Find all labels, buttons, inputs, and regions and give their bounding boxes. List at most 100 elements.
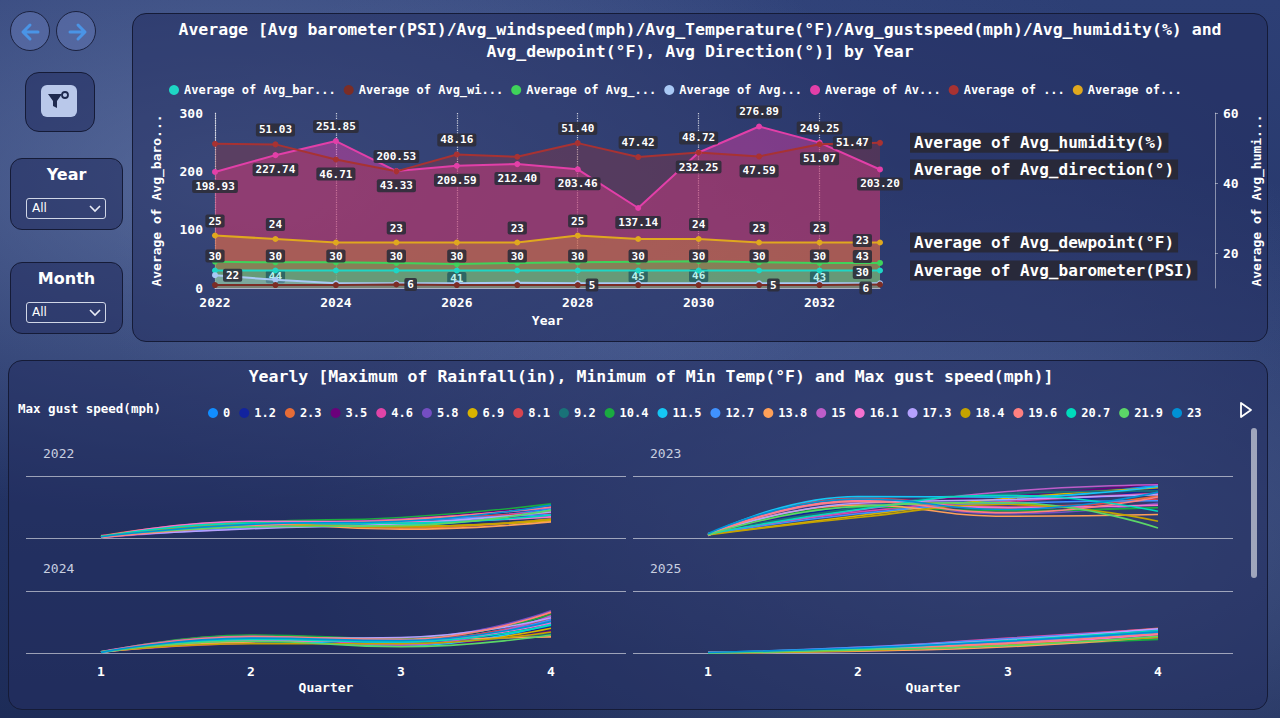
- svg-text:23: 23: [752, 222, 765, 235]
- svg-text:Quarter: Quarter: [906, 680, 961, 695]
- svg-text:1.2: 1.2: [254, 406, 276, 420]
- svg-text:212.40: 212.40: [497, 172, 537, 185]
- svg-text:100: 100: [180, 222, 204, 237]
- svg-text:43.33: 43.33: [380, 179, 413, 192]
- svg-text:Average of Avg_wi...: Average of Avg_wi...: [359, 83, 504, 98]
- svg-text:2030: 2030: [683, 295, 714, 310]
- svg-text:2024: 2024: [43, 561, 74, 576]
- svg-text:Year: Year: [532, 313, 563, 328]
- svg-text:200: 200: [180, 164, 204, 179]
- svg-text:249.25: 249.25: [800, 122, 840, 135]
- svg-text:2024: 2024: [320, 295, 351, 310]
- svg-text:10.4: 10.4: [620, 406, 649, 420]
- svg-text:Average of Avg_direction(°): Average of Avg_direction(°): [914, 160, 1174, 179]
- svg-text:11.5: 11.5: [673, 406, 702, 420]
- svg-text:30: 30: [208, 250, 221, 263]
- svg-text:51.47: 51.47: [836, 136, 869, 149]
- svg-text:51.40: 51.40: [561, 122, 594, 135]
- svg-text:Average of Avg_...: Average of Avg_...: [526, 83, 656, 98]
- svg-text:21.9: 21.9: [1134, 406, 1163, 420]
- svg-text:30: 30: [692, 250, 705, 263]
- svg-text:23: 23: [390, 222, 403, 235]
- svg-text:18.4: 18.4: [975, 406, 1004, 420]
- svg-text:4: 4: [547, 664, 555, 679]
- svg-text:51.03: 51.03: [259, 123, 292, 136]
- svg-text:137.14: 137.14: [618, 216, 658, 229]
- svg-text:2.3: 2.3: [300, 406, 322, 420]
- svg-text:203.46: 203.46: [558, 177, 598, 190]
- svg-text:23: 23: [511, 222, 524, 235]
- svg-text:Average of Avg_barometer(PSI): Average of Avg_barometer(PSI): [914, 261, 1193, 280]
- svg-text:24: 24: [269, 218, 283, 231]
- svg-text:3.5: 3.5: [346, 406, 368, 420]
- svg-text:3: 3: [397, 664, 405, 679]
- svg-text:23: 23: [856, 234, 869, 247]
- svg-text:2023: 2023: [650, 446, 681, 461]
- svg-text:8.1: 8.1: [528, 406, 550, 420]
- svg-text:4: 4: [1154, 664, 1162, 679]
- svg-text:Average of Av...: Average of Av...: [825, 83, 941, 97]
- svg-text:47.42: 47.42: [622, 136, 655, 149]
- svg-text:22: 22: [226, 269, 239, 282]
- svg-text:16.1: 16.1: [870, 406, 899, 420]
- svg-text:15: 15: [831, 406, 845, 420]
- svg-text:200.53: 200.53: [376, 150, 416, 163]
- svg-text:2025: 2025: [650, 561, 681, 576]
- svg-text:Average of Avg_bar...: Average of Avg_bar...: [184, 83, 336, 98]
- svg-text:Average of...: Average of...: [1088, 83, 1182, 97]
- svg-text:30: 30: [511, 250, 524, 263]
- svg-text:251.85: 251.85: [316, 120, 356, 133]
- svg-text:Average of Avg_humi...: Average of Avg_humi...: [1249, 114, 1265, 286]
- svg-text:2022: 2022: [199, 295, 230, 310]
- svg-text:24: 24: [692, 218, 706, 231]
- svg-text:Average of Avg_baro...: Average of Avg_baro...: [149, 114, 165, 286]
- svg-text:30: 30: [450, 250, 463, 263]
- svg-text:51.07: 51.07: [803, 152, 836, 165]
- svg-text:1: 1: [97, 664, 105, 679]
- svg-text:4.6: 4.6: [391, 406, 413, 420]
- svg-text:2022: 2022: [43, 446, 74, 461]
- svg-text:Average of Avg_dewpoint(°F): Average of Avg_dewpoint(°F): [914, 233, 1174, 252]
- svg-text:Average of ...: Average of ...: [964, 83, 1065, 97]
- svg-text:30: 30: [813, 250, 826, 263]
- svg-text:2028: 2028: [562, 295, 593, 310]
- svg-text:Quarter: Quarter: [299, 680, 354, 695]
- svg-text:203.20: 203.20: [860, 177, 900, 190]
- svg-text:12.7: 12.7: [725, 406, 754, 420]
- svg-text:5: 5: [589, 279, 596, 292]
- svg-text:2: 2: [247, 664, 255, 679]
- svg-text:5: 5: [770, 279, 777, 292]
- svg-text:25: 25: [571, 215, 584, 228]
- svg-text:6: 6: [862, 282, 869, 295]
- svg-text:232.25: 232.25: [679, 161, 719, 174]
- svg-text:209.59: 209.59: [437, 174, 477, 187]
- svg-text:48.72: 48.72: [682, 131, 715, 144]
- svg-text:25: 25: [208, 215, 221, 228]
- svg-text:2032: 2032: [804, 295, 835, 310]
- svg-text:40: 40: [1223, 176, 1239, 191]
- svg-text:20: 20: [1223, 246, 1239, 261]
- svg-text:13.8: 13.8: [778, 406, 807, 420]
- svg-text:20.7: 20.7: [1081, 406, 1110, 420]
- svg-text:48.16: 48.16: [440, 133, 473, 146]
- svg-text:30: 30: [571, 250, 584, 263]
- svg-text:9.2: 9.2: [574, 406, 596, 420]
- svg-text:19.6: 19.6: [1028, 406, 1057, 420]
- svg-text:47.59: 47.59: [743, 164, 776, 177]
- svg-text:6.9: 6.9: [483, 406, 505, 420]
- svg-text:2: 2: [854, 664, 862, 679]
- svg-text:5.8: 5.8: [437, 406, 459, 420]
- svg-text:198.93: 198.93: [195, 180, 235, 193]
- svg-text:Average of Avg...: Average of Avg...: [679, 83, 802, 97]
- svg-text:30: 30: [856, 266, 869, 279]
- svg-text:30: 30: [632, 250, 645, 263]
- svg-text:43: 43: [856, 250, 869, 263]
- svg-text:300: 300: [180, 106, 204, 121]
- svg-text:30: 30: [329, 250, 342, 263]
- svg-text:17.3: 17.3: [923, 406, 952, 420]
- svg-text:0: 0: [223, 406, 230, 420]
- svg-text:Average of Avg_humidity(%): Average of Avg_humidity(%): [914, 133, 1164, 152]
- svg-text:276.89: 276.89: [739, 105, 779, 118]
- svg-text:227.74: 227.74: [256, 163, 296, 176]
- svg-text:30: 30: [390, 250, 403, 263]
